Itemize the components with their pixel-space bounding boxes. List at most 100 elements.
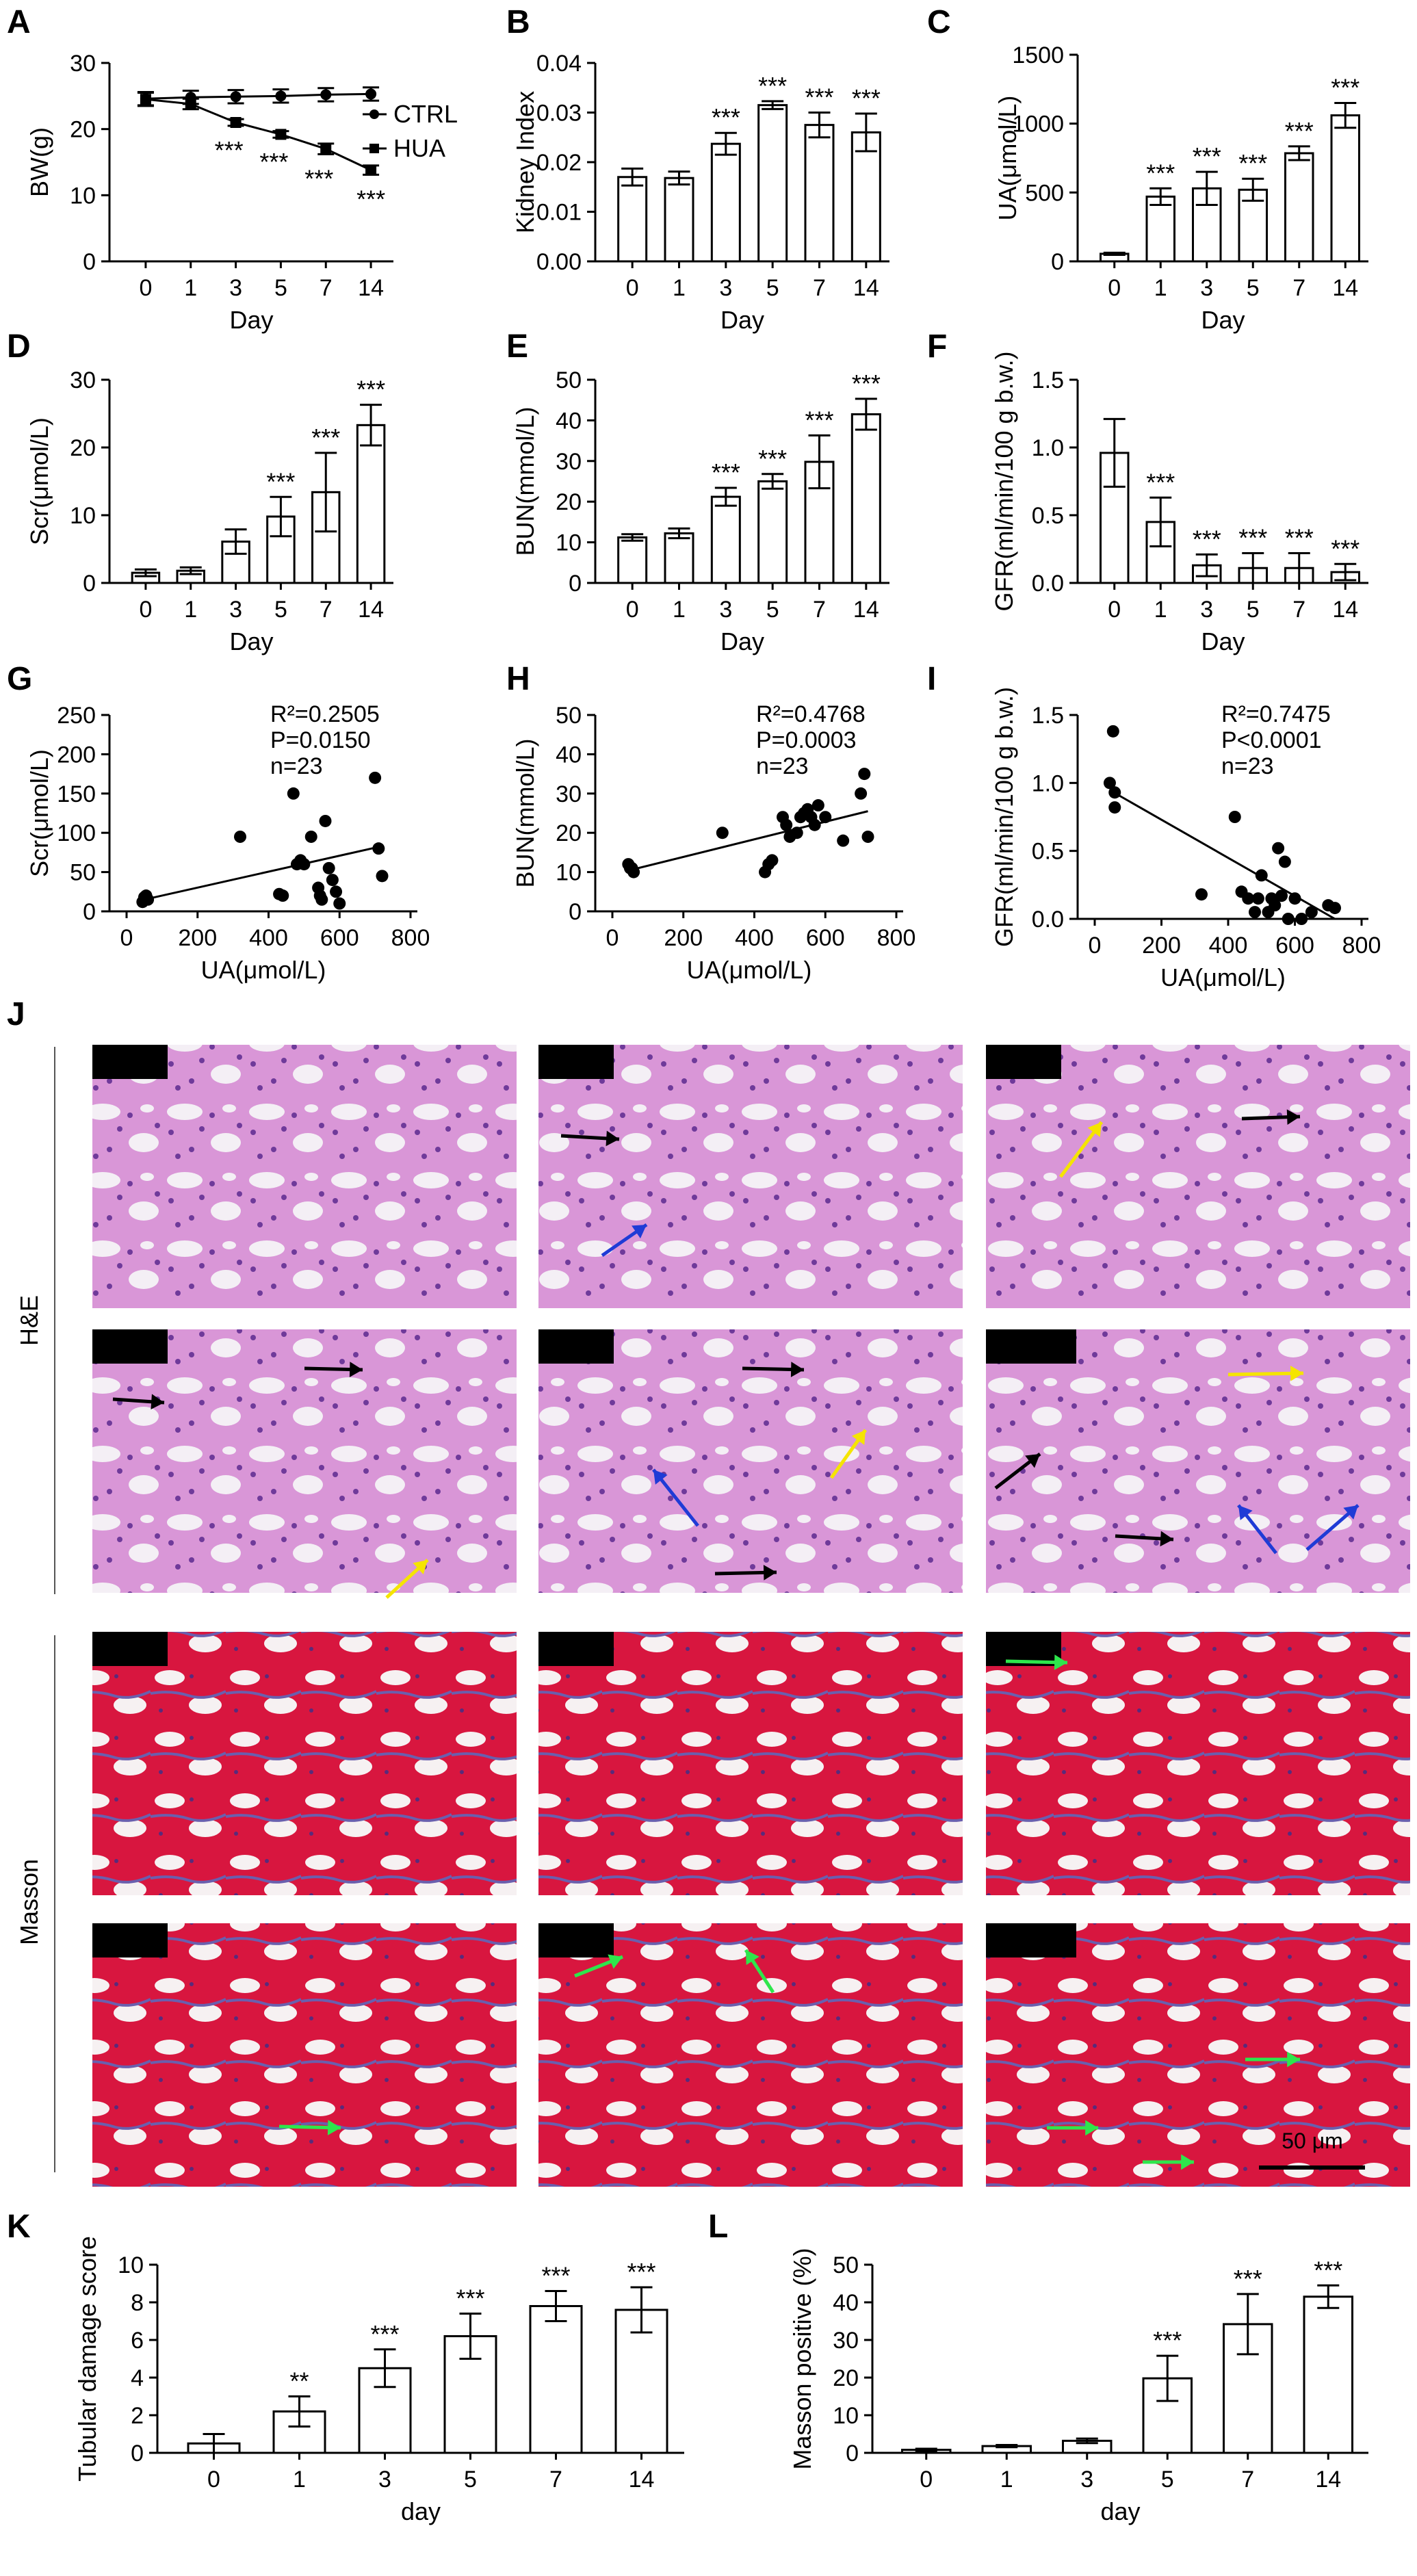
x-axis-label: UA(μmol/L) — [201, 956, 326, 984]
significance-label: *** — [1234, 2265, 1262, 2293]
y-tick-label: 10 — [70, 503, 96, 529]
arrow-head — [653, 1470, 668, 1485]
y-tick-label: 10 — [70, 183, 96, 209]
y-tick-label: 0.00 — [536, 249, 582, 275]
day-label: Day14 — [993, 1929, 1060, 1955]
y-tick-label: 0.5 — [1032, 839, 1064, 865]
scatter-point — [1249, 906, 1261, 919]
x-tick-label: 0 — [1089, 933, 1102, 959]
x-tick-label: 400 — [1209, 933, 1248, 959]
x-axis-label: UA(μmol/L) — [1160, 963, 1286, 991]
x-tick-label: 3 — [719, 275, 732, 301]
significance-label: ** — [289, 2367, 309, 2395]
panel-letter: D — [7, 328, 31, 365]
arrow-head — [349, 1362, 363, 1377]
day-label: Day3 — [993, 1050, 1047, 1076]
y-tick-label: 1.0 — [1032, 435, 1064, 461]
micrograph — [92, 1632, 517, 1895]
significance-label: *** — [356, 185, 385, 213]
significance-label: *** — [1193, 142, 1221, 170]
y-tick-label: 8 — [131, 2290, 144, 2316]
scatter-point — [716, 827, 729, 840]
significance-label: *** — [852, 369, 881, 398]
x-tick-label: 1 — [1000, 2467, 1013, 2493]
bar — [664, 532, 694, 584]
y-tick-label: 4 — [131, 2365, 144, 2391]
significance-label: *** — [1285, 117, 1314, 145]
row-label-he: H&E — [15, 1295, 43, 1346]
day-label-box — [986, 1329, 1076, 1364]
x-tick-label: 400 — [249, 925, 288, 951]
significance-label: *** — [370, 2320, 399, 2348]
x-tick-label: 800 — [1342, 933, 1381, 959]
scatter-point — [811, 799, 824, 812]
significance-label: *** — [215, 136, 244, 164]
y-tick-label: 0 — [569, 571, 582, 597]
panel-letter: G — [7, 661, 32, 697]
y-tick-label: 0 — [83, 249, 96, 275]
arrow-head — [1286, 1109, 1300, 1125]
arrow-head — [746, 1950, 759, 1965]
y-tick-label: 1500 — [1012, 42, 1064, 68]
legend-label: CTRL — [393, 100, 458, 128]
y-tick-label: 250 — [57, 703, 96, 729]
x-tick-label: 0 — [606, 925, 619, 951]
bar — [614, 2308, 668, 2454]
stat-label: R²=0.7475 — [1221, 701, 1331, 727]
he-tile-day14: Day14 — [986, 1329, 1410, 1593]
x-tick-label: 7 — [1292, 597, 1305, 623]
scatter-point — [276, 889, 289, 902]
he-tile-day5: Day5 — [92, 1329, 517, 1593]
y-tick-label: 10 — [556, 530, 582, 556]
y-axis-label: Scr(μmol/L) — [25, 417, 53, 545]
y-tick-label: 20 — [556, 489, 582, 515]
panel-k: K 0 2 4 6 8 10 Tubular damage score 0 1 ** 3 *** 5 ***… — [7, 2209, 684, 2525]
scatter-point — [1278, 855, 1291, 868]
x-axis-label: Day — [1201, 306, 1245, 334]
scatter-point — [369, 771, 382, 784]
significance-label: *** — [1285, 523, 1314, 551]
x-tick-label: 400 — [735, 925, 774, 951]
scatter-point — [855, 787, 868, 800]
bar — [710, 495, 741, 584]
day-label: Day5 — [99, 1929, 153, 1955]
data-point — [230, 117, 242, 128]
y-tick-label: 1.0 — [1032, 770, 1064, 796]
series-line-hua — [145, 98, 372, 171]
x-tick-label: 200 — [664, 925, 703, 951]
day-label: Day3 — [993, 1637, 1047, 1663]
x-tick-label: 600 — [806, 925, 845, 951]
panel-letter: C — [927, 4, 951, 40]
x-tick-label: 5 — [1247, 275, 1260, 301]
arrow-head — [151, 1394, 164, 1410]
y-tick-label: 0.5 — [1032, 503, 1064, 529]
bar — [664, 177, 694, 263]
day-label: Day1 — [545, 1637, 599, 1663]
x-tick-label: 14 — [1332, 597, 1358, 623]
x-tick-label: 7 — [1292, 275, 1305, 301]
fit-line — [629, 810, 868, 872]
data-point — [365, 88, 377, 100]
significance-label: *** — [456, 2285, 484, 2313]
stat-label: n=23 — [1221, 753, 1274, 779]
y-tick-label: 50 — [70, 860, 96, 886]
significance-label: *** — [541, 2262, 570, 2290]
y-tick-label: 10 — [833, 2403, 859, 2429]
x-tick-label: 0 — [120, 925, 133, 951]
x-tick-label: 14 — [1332, 275, 1358, 301]
bar — [850, 131, 881, 263]
y-tick-label: 10 — [118, 2252, 144, 2278]
day-label: Day1 — [545, 1050, 599, 1076]
x-tick-label: 3 — [1200, 597, 1213, 623]
arrow-head — [1181, 2154, 1194, 2170]
y-axis-label: GFR(ml/min/100 g b.w.) — [990, 687, 1018, 947]
panel-d: D 0 10 20 30 Scr(μmol/L) 0 1 3 5 *** 7 *** 14 *** Day — [7, 328, 393, 655]
significance-label: *** — [1146, 159, 1175, 187]
stat-label: n=23 — [756, 753, 809, 779]
y-tick-label: 0 — [569, 899, 582, 925]
x-tick-label: 1 — [293, 2467, 306, 2493]
y-tick-label: 0.03 — [536, 101, 582, 127]
significance-label: *** — [1314, 2256, 1342, 2284]
